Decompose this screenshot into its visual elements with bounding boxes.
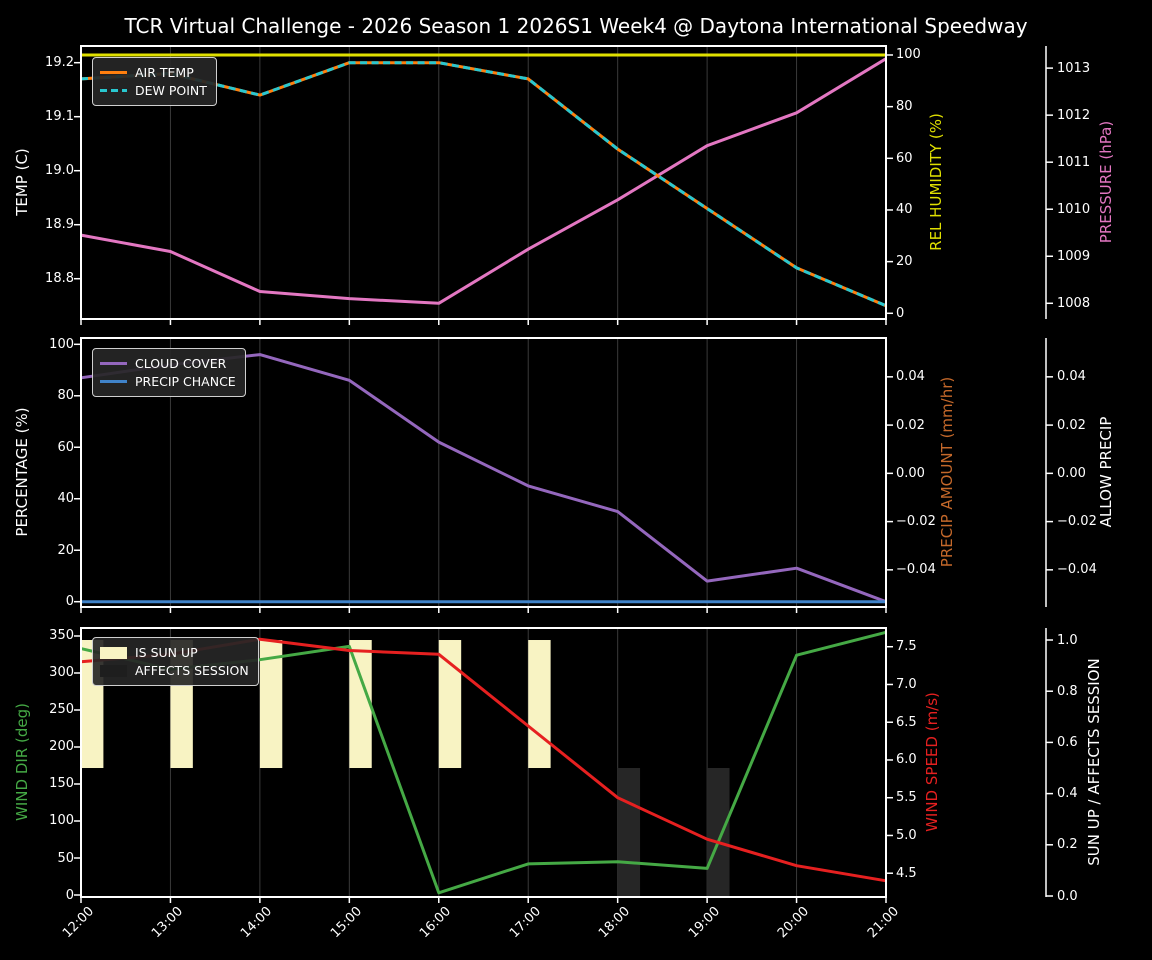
y-tick-label: 0.02 <box>896 417 925 433</box>
axis-label-wind-dir: WIND DIR (deg) <box>13 703 31 821</box>
axis-label-rel-humidity: REL HUMIDITY (%) <box>927 113 945 251</box>
y-tick-label: 0.4 <box>1057 786 1078 802</box>
y-tick-label: 19.0 <box>45 163 74 179</box>
y-tick-label: 1009 <box>1057 248 1091 264</box>
y-tick-label: 0.2 <box>1057 837 1078 853</box>
cloud-cover-line-swatch <box>100 362 127 365</box>
axis-label-temp: TEMP (C) <box>13 148 31 216</box>
air-temp-line-swatch <box>100 71 127 74</box>
legend-item-dew-point: DEW POINT <box>100 83 207 98</box>
y-tick-label: 0.00 <box>896 465 925 481</box>
y-tick-label: 7.5 <box>896 639 917 655</box>
legend-label-air-temp: AIR TEMP <box>135 65 194 80</box>
y-tick-label: 0.04 <box>896 369 925 385</box>
y-tick-label: 1010 <box>1057 201 1091 217</box>
y-tick-label: 5.5 <box>896 790 917 806</box>
precip-chance-line-swatch <box>100 380 127 383</box>
legend-label-precip-chance: PRECIP CHANCE <box>135 374 236 389</box>
legend-cloud-precip: CLOUD COVER PRECIP CHANCE <box>92 348 246 397</box>
plot-frame <box>80 627 887 898</box>
legend-sun-session: IS SUN UP AFFECTS SESSION <box>92 637 259 686</box>
axis-label-allow-precip: ALLOW PRECIP <box>1097 416 1115 528</box>
legend-item-affects-session: AFFECTS SESSION <box>100 663 249 678</box>
y-tick-label: 0.02 <box>1057 417 1086 433</box>
y-tick-label: 4.5 <box>896 865 917 881</box>
affects-session-patch-swatch <box>100 664 127 677</box>
y-tick-label: 20 <box>57 542 74 558</box>
y-tick-label: −0.04 <box>1057 562 1097 578</box>
legend-label-affects-session: AFFECTS SESSION <box>135 663 249 678</box>
y-tick-label: 100 <box>49 813 74 829</box>
y-tick-label: 0 <box>896 305 905 321</box>
y-tick-label: 1008 <box>1057 295 1091 311</box>
y-tick-label: 200 <box>49 739 74 755</box>
y-tick-label: 1013 <box>1057 60 1091 76</box>
chart-title: TCR Virtual Challenge - 2026 Season 1 20… <box>124 14 1028 38</box>
y-tick-label: 40 <box>57 491 74 507</box>
legend-label-dew-point: DEW POINT <box>135 83 207 98</box>
y-tick-label: 100 <box>49 336 74 352</box>
y-tick-label: 80 <box>896 99 913 115</box>
plot-frame <box>80 337 887 608</box>
y-tick-label: 5.0 <box>896 827 917 843</box>
legend-item-is-sun-up: IS SUN UP <box>100 645 249 660</box>
bar-is-sun-up <box>259 640 283 769</box>
axis-label-wind-speed: WIND SPEED (m/s) <box>923 692 941 832</box>
y-tick-label: 250 <box>49 702 74 718</box>
y-tick-label: 0.00 <box>1057 465 1086 481</box>
y-tick-label: 0.6 <box>1057 734 1078 750</box>
bar-is-sun-up <box>438 640 462 769</box>
y-tick-label: 18.9 <box>45 217 74 233</box>
y-tick-label: 350 <box>49 628 74 644</box>
y-tick-label: 1012 <box>1057 107 1091 123</box>
y-tick-label: 150 <box>49 776 74 792</box>
plot-frame <box>80 45 887 320</box>
axis-label-sun-up-affects-session: SUN UP / AFFECTS SESSION <box>1085 658 1103 866</box>
axis-label-pressure: PRESSURE (hPa) <box>1097 120 1115 244</box>
legend-item-cloud-cover: CLOUD COVER <box>100 356 236 371</box>
y-tick-label: 19.1 <box>45 109 74 125</box>
y-tick-label: 0.8 <box>1057 683 1078 699</box>
y-tick-label: 300 <box>49 665 74 681</box>
y-tick-label: −0.04 <box>896 562 936 578</box>
legend-label-is-sun-up: IS SUN UP <box>135 645 198 660</box>
y-tick-label: 0 <box>65 594 74 610</box>
legend-label-cloud-cover: CLOUD COVER <box>135 356 227 371</box>
y-tick-label: 6.5 <box>896 714 917 730</box>
axis-label-percentage: PERCENTAGE (%) <box>13 407 31 537</box>
y-tick-label: 40 <box>896 202 913 218</box>
y-tick-label: 80 <box>57 388 74 404</box>
legend-item-air-temp: AIR TEMP <box>100 65 207 80</box>
y-tick-label: 1011 <box>1057 154 1091 170</box>
bar-affects-session <box>707 768 730 897</box>
y-tick-label: 19.2 <box>45 55 74 71</box>
bar-is-sun-up <box>349 640 372 769</box>
y-tick-label: 50 <box>57 850 74 866</box>
y-tick-label: 0 <box>65 887 74 903</box>
bar-is-sun-up <box>528 640 551 769</box>
bar-affects-session <box>617 768 641 897</box>
series-pressure-line <box>80 57 887 305</box>
legend-item-precip-chance: PRECIP CHANCE <box>100 374 236 389</box>
y-tick-label: 60 <box>57 439 74 455</box>
y-tick-label: −0.02 <box>1057 514 1097 530</box>
y-tick-label: 0.0 <box>1057 888 1078 904</box>
y-tick-label: 20 <box>896 254 913 270</box>
y-tick-label: 0.04 <box>1057 369 1086 385</box>
y-tick-label: 60 <box>896 150 913 166</box>
y-tick-label: 1.0 <box>1057 632 1078 648</box>
dew-point-line-swatch <box>100 89 127 92</box>
y-tick-label: 7.0 <box>896 676 917 692</box>
is-sun-up-patch-swatch <box>100 646 127 659</box>
legend-temperature: AIR TEMP DEW POINT <box>92 57 217 106</box>
y-tick-label: 100 <box>896 47 921 63</box>
axis-label-precip-amount: PRECIP AMOUNT (mm/hr) <box>938 376 956 568</box>
y-tick-label: 18.8 <box>45 271 74 287</box>
y-tick-label: −0.02 <box>896 514 936 530</box>
y-tick-label: 6.0 <box>896 752 917 768</box>
